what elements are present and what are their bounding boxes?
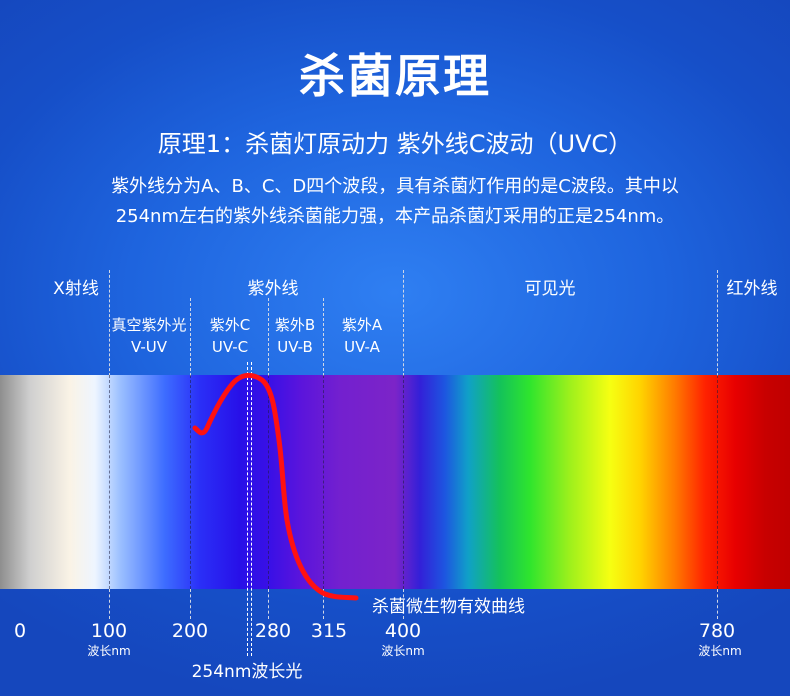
divider-280-bottom [268,589,269,619]
spectrum-band [0,375,790,589]
divider-780-bottom [717,589,718,619]
divider-100-top [109,270,110,376]
divider-315-bottom [323,589,324,619]
tick-780: 780 [698,620,736,642]
region-infrared-label: 红外线 [726,279,778,299]
divider-400-bottom [403,589,404,619]
tick-0: 0 [13,620,27,642]
description-line-2: 254nm左右的紫外线杀菌能力强，本产品杀菌灯采用的正是254nm。 [115,206,675,227]
tick-100: 100 [90,620,128,642]
region-uv-label: 紫外线 [247,279,299,299]
band-vuv-code: V-UV [130,338,168,356]
band-uva-code: UV-A [344,338,380,356]
divider-315-top [323,298,324,376]
wavelength-254-label: 254nm波长光 [191,662,303,682]
tick-200: 200 [171,620,209,642]
divider-100-mid [109,375,110,589]
page-title: 杀菌原理 [299,49,491,103]
description: 紫外线分为A、B、C、D四个波段，具有杀菌灯作用的是C波段。其中以 254nm左… [60,172,730,232]
unit-label-400: 波长nm [381,644,425,658]
band-uvc: 紫外C UV-C [210,314,250,358]
divider-280-top [268,298,269,376]
marker-254-line-b [251,362,252,656]
tick-280: 280 [254,620,292,642]
band-uvb-code: UV-B [277,338,313,356]
marker-254-line-a [247,362,248,656]
divider-400-mid [403,375,404,589]
region-visible-label: 可见光 [524,279,576,299]
unit-label-100: 波长nm [87,644,131,658]
divider-200-top [190,298,191,376]
description-line-1: 紫外线分为A、B、C、D四个波段，具有杀菌灯作用的是C波段。其中以 [111,176,679,197]
band-vuv-name: 真空紫外光 [111,316,187,334]
divider-400-top [403,270,404,376]
unit-label-780: 波长nm [698,644,742,658]
curve-label: 杀菌微生物有效曲线 [372,597,525,617]
divider-200-mid [190,375,191,589]
divider-780-mid [717,375,718,589]
band-uvc-name: 紫外C [209,316,251,334]
divider-100-bottom [109,589,110,619]
band-vuv: 真空紫外光 V-UV [111,314,186,358]
band-uva-name: 紫外A [341,316,383,334]
band-uvb-name: 紫外B [274,316,316,334]
germicidal-effect-curve [192,372,359,601]
divider-280-mid [268,375,269,589]
region-xray-label: X射线 [53,279,99,299]
band-uvc-code: UV-C [211,338,249,356]
divider-780-top [717,270,718,376]
tick-315: 315 [310,620,348,642]
band-uvb: 紫外B UV-B [275,314,315,358]
tick-400: 400 [384,620,422,642]
divider-315-mid [323,375,324,589]
band-uva: 紫外A UV-A [342,314,382,358]
divider-200-bottom [190,589,191,619]
principle-subtitle: 原理1：杀菌灯原动力 紫外线C波动（UVC） [157,130,633,158]
